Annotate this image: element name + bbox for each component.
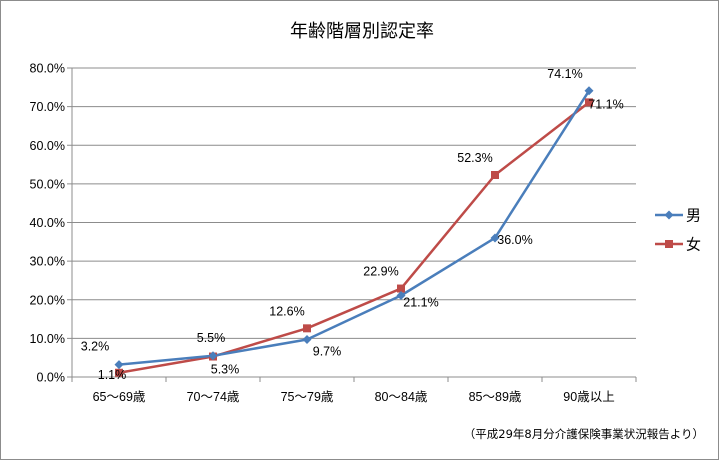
data-label: 71.1%: [588, 97, 623, 111]
series-group: [114, 86, 594, 377]
data-point: [396, 291, 406, 301]
series-line: [118, 101, 590, 374]
y-tick-label: 0.0%: [37, 371, 66, 385]
x-tick-label: 75～79歳: [281, 390, 334, 404]
y-tick-label: 40.0%: [30, 216, 65, 230]
data-labels: 3.2% 5.5% 9.7% 21.1% 36.0% 74.1% 1.1% 5.3% 12.6%…: [81, 67, 624, 382]
data-point: [397, 284, 405, 293]
y-axis: 0.0% 10.0% 20.0% 30.0% 40.0% 50.0% 60.0% 70.0% 8…: [30, 62, 73, 385]
data-point: [584, 86, 594, 96]
y-tick-label: 50.0%: [30, 177, 65, 191]
x-axis: 65～69歳 70～74歳 75～79歳 80～84歳 85～89歳 90歳以上: [71, 376, 637, 404]
data-point: [585, 98, 593, 107]
legend-label: 女: [686, 236, 701, 254]
data-label: 5.5%: [197, 331, 226, 345]
legend: 男女: [655, 207, 701, 254]
data-label: 74.1%: [547, 67, 582, 81]
legend-marker: [665, 240, 673, 248]
x-tick-label: 90歳以上: [563, 390, 614, 404]
data-label: 52.3%: [457, 151, 492, 165]
x-tick-label: 85～89歳: [469, 390, 522, 404]
data-point: [302, 335, 312, 345]
y-tick-label: 20.0%: [30, 293, 65, 307]
data-point: [490, 233, 500, 243]
legend-label: 男: [686, 207, 701, 225]
data-label: 5.3%: [211, 363, 240, 377]
source-note: （平成29年8月分介護保険事業状況報告より）: [464, 427, 704, 441]
data-point: [303, 324, 311, 333]
data-point: [115, 368, 123, 377]
data-label: 1.1%: [98, 368, 127, 382]
x-tick-label: 65～69歳: [93, 390, 146, 404]
series-line: [118, 90, 591, 366]
data-point: [208, 351, 218, 361]
data-label: 12.6%: [269, 304, 304, 318]
data-point: [491, 170, 499, 179]
chart-title: 年齢階層別認定率: [290, 21, 434, 42]
y-tick-label: 60.0%: [30, 139, 65, 153]
y-tick-label: 80.0%: [30, 62, 65, 76]
y-tick-label: 70.0%: [30, 100, 65, 114]
y-tick-label: 30.0%: [30, 255, 65, 269]
data-label: 3.2%: [81, 340, 110, 354]
x-tick-label: 70～74歳: [187, 390, 240, 404]
data-label: 21.1%: [403, 296, 438, 310]
gridlines: [72, 67, 636, 339]
data-point: [114, 360, 124, 370]
x-tick-label: 80～84歳: [375, 390, 428, 404]
data-label: 36.0%: [497, 233, 532, 247]
y-tick-label: 10.0%: [30, 332, 65, 346]
data-label: 22.9%: [363, 265, 398, 279]
data-label: 9.7%: [313, 345, 342, 359]
legend-marker: [664, 210, 674, 220]
